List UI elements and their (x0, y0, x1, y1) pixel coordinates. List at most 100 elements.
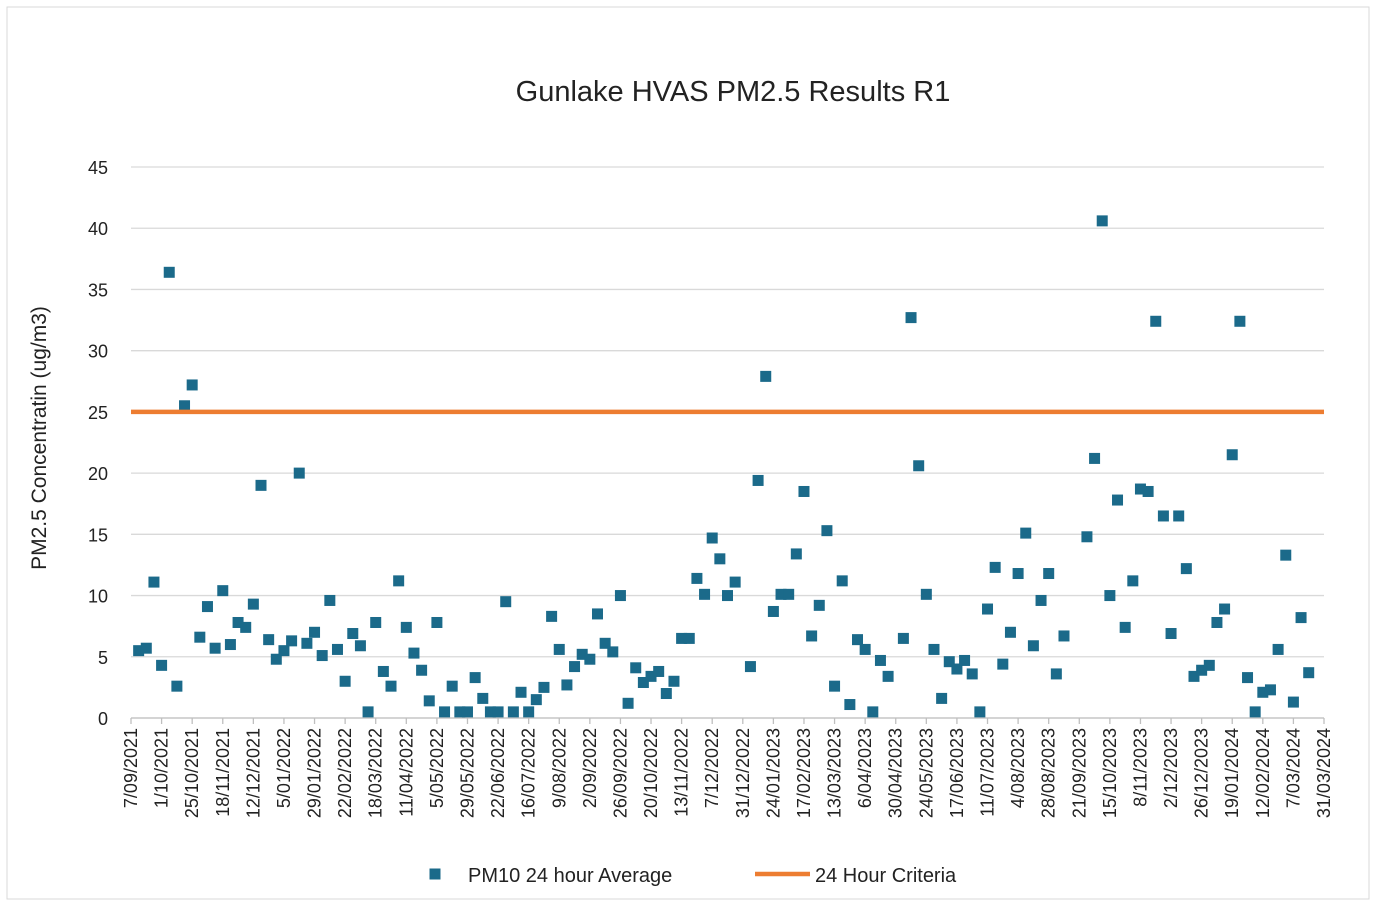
data-point (905, 312, 917, 324)
data-point (186, 379, 198, 391)
data-point (1165, 628, 1177, 640)
data-point (1196, 664, 1208, 676)
data-point (439, 706, 451, 718)
data-point (584, 653, 596, 665)
data-point (316, 650, 328, 662)
data-point (691, 572, 703, 584)
data-point (240, 621, 252, 633)
data-point (400, 621, 412, 633)
x-tick-label: 16/07/2022 (519, 728, 539, 818)
data-point (1157, 510, 1169, 522)
data-point (813, 599, 825, 611)
data-point (936, 692, 948, 704)
data-point (722, 590, 733, 602)
data-point (263, 634, 275, 646)
data-point (997, 658, 1009, 670)
x-tick-label: 11/04/2022 (396, 728, 416, 817)
data-point (1142, 485, 1154, 497)
data-point (859, 643, 871, 655)
data-point (959, 654, 971, 666)
x-tick-label: 5/05/2022 (427, 728, 447, 808)
x-tick-label: 15/10/2023 (1100, 728, 1120, 818)
data-point (201, 601, 213, 613)
x-tick-label: 2/12/2023 (1161, 728, 1181, 808)
data-point (209, 642, 221, 654)
data-point (293, 467, 305, 479)
x-tick-label: 2/09/2022 (580, 728, 600, 808)
x-tick-label: 19/01/2024 (1222, 728, 1242, 818)
data-point (1219, 603, 1231, 615)
data-point (362, 706, 374, 718)
x-tick-label: 24/01/2023 (763, 728, 783, 818)
data-point (148, 576, 160, 588)
data-point (1295, 612, 1307, 624)
data-point (408, 647, 420, 659)
y-tick-label: 25 (88, 403, 108, 423)
data-point (767, 605, 779, 617)
data-point (569, 661, 581, 673)
data-point (354, 640, 366, 652)
x-tick-label: 26/09/2022 (610, 728, 630, 818)
data-point (867, 706, 879, 718)
x-tick-label: 20/10/2022 (641, 728, 661, 818)
data-point (278, 645, 290, 657)
data-point (714, 553, 726, 565)
y-tick-label: 35 (88, 280, 108, 300)
data-point (676, 632, 688, 644)
x-tick-label: 1/10/2021 (152, 728, 172, 808)
data-point (752, 474, 764, 486)
x-tick-label: 8/11/2023 (1130, 728, 1150, 807)
data-point (270, 653, 282, 665)
data-point (783, 588, 795, 600)
data-point (1104, 590, 1116, 602)
data-point (645, 670, 657, 682)
data-point (156, 659, 168, 671)
data-point (1203, 659, 1215, 671)
x-tick-label: 30/04/2023 (886, 728, 906, 818)
data-point (790, 548, 802, 560)
data-point (324, 594, 336, 606)
data-point (599, 637, 611, 649)
data-point (706, 532, 718, 544)
data-point (1180, 563, 1192, 575)
data-point (331, 643, 343, 655)
data-point (1134, 483, 1146, 495)
data-point (1027, 640, 1039, 652)
x-tick-label: 24/05/2023 (916, 728, 936, 818)
x-tick-label: 4/08/2023 (1008, 728, 1028, 808)
data-point (515, 686, 527, 698)
data-point (943, 656, 955, 668)
data-point (194, 631, 206, 643)
data-point (255, 479, 267, 491)
data-point (140, 642, 152, 654)
data-point (1242, 672, 1254, 684)
x-tick-label: 29/05/2022 (457, 728, 477, 818)
data-point (1303, 667, 1315, 679)
data-point (423, 695, 435, 707)
data-point (1050, 668, 1062, 680)
data-point (928, 643, 940, 655)
x-tick-label: 13/03/2023 (825, 728, 845, 818)
data-point (1272, 643, 1284, 655)
data-point (1173, 510, 1185, 522)
data-point (760, 370, 772, 382)
data-point (523, 706, 535, 718)
data-point (653, 665, 665, 677)
x-tick-label: 9/08/2022 (549, 728, 569, 808)
data-point (500, 596, 512, 608)
data-point (232, 616, 244, 628)
data-point (538, 681, 550, 693)
data-point (1226, 449, 1238, 461)
x-tick-label: 17/02/2023 (794, 728, 814, 818)
data-point (1004, 626, 1016, 638)
x-tick-label: 26/12/2023 (1192, 728, 1212, 818)
data-point (974, 706, 986, 718)
y-tick-label: 40 (88, 219, 108, 239)
data-point (1127, 575, 1139, 587)
y-tick-label: 45 (88, 158, 108, 178)
data-point (622, 697, 634, 709)
legend-marker (429, 868, 441, 880)
data-point (660, 688, 672, 700)
x-tick-label: 5/01/2022 (274, 728, 294, 808)
